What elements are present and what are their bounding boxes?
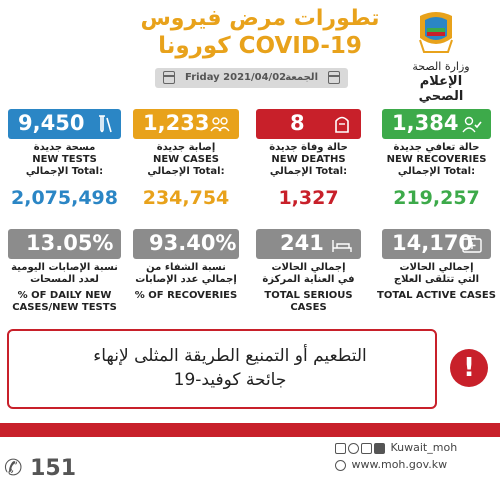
new-tests-label-en: NEW TESTS <box>32 154 97 165</box>
phone-icon: ✆ <box>4 456 23 481</box>
recovery-rate-tile: 93.40% <box>133 229 239 259</box>
hotline-number: ✆ 151 <box>4 456 76 481</box>
title-line-1: تطورات مرض فيروس <box>140 6 380 31</box>
new-cases-tile: 1,233 <box>133 109 239 139</box>
ministry-name: وزارة الصحة <box>412 60 470 73</box>
message-box <box>7 329 437 409</box>
calendar-icon <box>163 71 175 84</box>
person-check-icon <box>462 116 482 133</box>
new-tests-total-label: الإجمالي Total: <box>25 166 104 177</box>
daily-rate-label-1: نسبة الإصابات اليومية <box>11 262 118 273</box>
active-cases-label-1: إجمالي الحالات <box>399 262 474 273</box>
new-deaths-label-en: NEW DEATHS <box>271 154 346 165</box>
alert-icon: ! <box>450 349 488 387</box>
twitter-icon <box>361 442 372 454</box>
serious-cases-label-2: في العناية المركزة <box>262 274 355 285</box>
new-tests-label-ar: مسحة جديدة <box>33 142 96 153</box>
total-tests-value: 2,075,498 <box>11 187 118 209</box>
new-cases-label-ar: إصابة جديدة <box>156 142 216 153</box>
recovery-rate-value: 93.40% <box>149 231 237 255</box>
serious-cases-label-3: TOTAL SERIOUS CASES <box>264 290 353 313</box>
kuwait-emblem-icon <box>419 12 453 53</box>
instagram-icon <box>348 442 359 454</box>
date-bar: Friday 2021/04/02 الجمعة <box>155 68 348 88</box>
new-recoveries-total-label: الإجمالي Total: <box>397 166 476 177</box>
social-handle: Kuwait_moh <box>335 441 495 454</box>
date-english: Friday 2021/04/02 <box>185 72 287 83</box>
new-deaths-tile: 8 <box>256 109 361 139</box>
total-deaths-value: 1,327 <box>278 187 339 209</box>
active-cases-label-3: TOTAL ACTIVE CASES <box>377 290 496 301</box>
serious-cases-value: 241 <box>280 231 324 255</box>
globe-icon <box>335 459 346 471</box>
daily-rate-tile: 13.05% <box>8 229 121 259</box>
hotline-value: 151 <box>30 456 77 481</box>
new-deaths-label-ar: حالة وفاة جديدة <box>269 142 348 153</box>
serious-cases-label-1: إجمالي الحالات <box>271 262 346 273</box>
new-tests-value: 9,450 <box>18 111 85 135</box>
message-text: التطعيم أو التمنيع الطريقة المثلى لإنهاء… <box>30 344 430 392</box>
medical-case-icon <box>462 235 482 253</box>
message-line-2: جائحة كوفيد-19 <box>173 370 287 390</box>
recovery-rate-label-1: نسبة الشفاء من <box>146 262 226 273</box>
new-cases-label-en: NEW CASES <box>152 154 220 165</box>
new-recoveries-tile: 1,384 <box>382 109 491 139</box>
website: www.moh.gov.kw <box>335 458 495 471</box>
new-tests-tile: 9,450 <box>8 109 121 139</box>
test-tube-icon <box>99 115 112 133</box>
recovery-rate-label-2: إجمالي عدد الإصابات <box>135 274 237 285</box>
message-line-1: التطعيم أو التمنيع الطريقة المثلى لإنهاء <box>93 346 367 366</box>
health-media-label: الإعلام الصحي <box>418 74 464 104</box>
facebook-icon <box>335 442 346 454</box>
active-cases-tile: 14,170 <box>382 229 491 259</box>
social-handle-text[interactable]: Kuwait_moh <box>390 441 458 454</box>
website-url[interactable]: www.moh.gov.kw <box>351 458 448 471</box>
youtube-icon <box>374 442 385 454</box>
footer-band <box>0 423 500 437</box>
daily-rate-label-2: لعدد المسحات <box>30 274 99 285</box>
new-deaths-total-label: الإجمالي Total: <box>269 166 348 177</box>
daily-rate-label-3: % OF DAILY NEW <box>17 290 112 301</box>
active-cases-label-2: التي تتلقى العلاج <box>393 274 480 285</box>
daily-rate-value: 13.05% <box>26 231 114 255</box>
daily-rate-label-4: CASES/NEW TESTS <box>12 302 117 313</box>
people-icon <box>210 117 230 132</box>
new-cases-value: 1,233 <box>143 111 210 135</box>
hospital-bed-icon <box>332 240 352 252</box>
new-cases-total-label: الإجمالي Total: <box>147 166 225 177</box>
total-recoveries-value: 219,257 <box>393 187 480 209</box>
recovery-rate-label-3: % OF RECOVERIES <box>134 290 238 301</box>
serious-cases-tile: 241 <box>256 229 361 259</box>
total-cases-value: 234,754 <box>142 187 230 209</box>
new-recoveries-label-ar: حالة تعافي جديدة <box>393 142 480 153</box>
new-recoveries-label-en: NEW RECOVERIES <box>386 154 487 165</box>
new-deaths-value: 8 <box>290 111 305 135</box>
day-arabic: الجمعة <box>285 72 318 83</box>
tombstone-icon <box>335 116 349 133</box>
title-line-2: كورونا COVID-19 <box>158 33 362 59</box>
new-recoveries-value: 1,384 <box>392 111 459 135</box>
calendar-icon <box>328 71 340 84</box>
active-cases-value: 14,170 <box>392 231 474 255</box>
